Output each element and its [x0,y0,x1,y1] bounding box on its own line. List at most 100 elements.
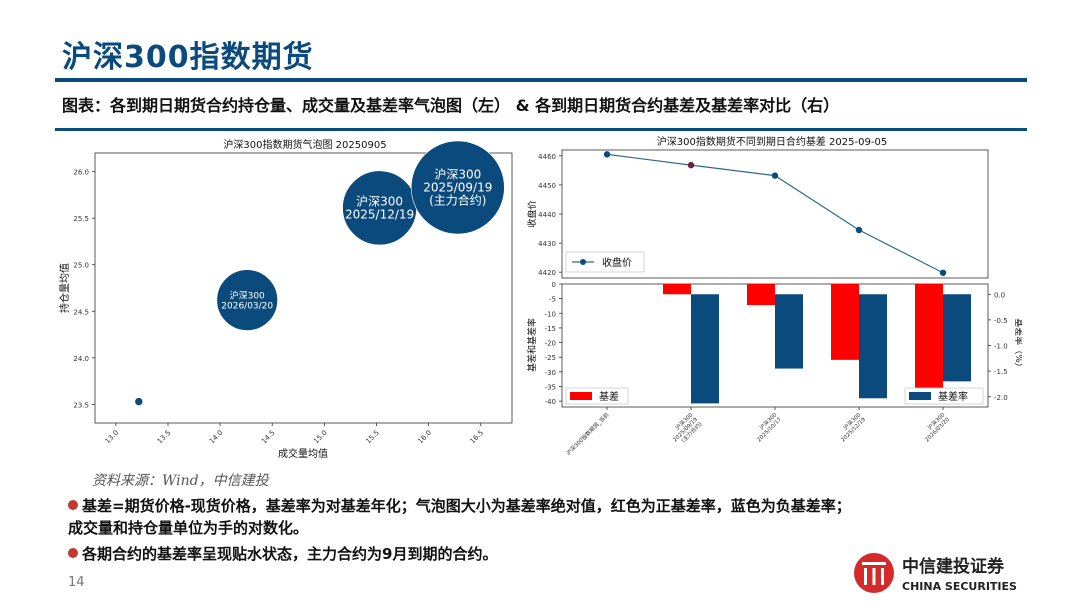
bar-y-tick-label: -15 [545,325,556,333]
bubble-x-tick-label: 15.0 [312,429,329,446]
line-y-axis-label: 收盘价 [526,200,538,227]
close-price-point [939,269,947,276]
basis-rate-bar [691,294,719,404]
basis-rate-bar [775,294,803,369]
bubble-x-tick-label: 15.5 [364,429,381,446]
bubble-x-ticks: 13.0 13.5 14.0 14.5 15.0 15.5 16.0 16.5 [104,423,485,446]
source-note: 资料来源：Wind，中信建投 [92,473,269,489]
line-series [603,151,947,276]
bubble-y-tick-label: 23.5 [73,401,89,409]
figure-caption: 图表：各到期日期货合约持仓量、成交量及基差率气泡图（左） & 各到期日期货合约基… [62,96,840,115]
basis-chart-svg: 沪深300指数期货不同到期日合约基差 2025-09-05 4420443044… [526,135,1025,457]
note-1: 基差=期货价格-现货价格，基差率为对基差年化；气泡图大小为基差率绝对值，红色为正… [68,495,851,539]
close-price-point [855,226,863,234]
line-y-tick-label: 4440 [538,211,556,219]
line-y-tick-label: 4460 [538,153,556,161]
bubble-plot-area [94,152,513,424]
bar-x-tick-label: 沪深300指数期货_当前 [564,410,610,456]
line-y-tick-label: 4450 [538,182,556,190]
bubble-point [410,140,505,235]
basis-bar [831,284,859,360]
line-y-tick-label: 4430 [538,240,556,248]
bar-y2-axis-label: 基差率（%） [1013,318,1022,372]
bubble-x-tick-label: 14.0 [208,429,225,446]
bubble-y-tick-label: 25.5 [73,215,89,223]
bar-y2-tick-label: -1.5 [994,368,1008,376]
basis-rate-bar [859,294,887,399]
note-2-text: 各期合约的基差率呈现贴水状态，主力合约为9月到期的合约。 [82,545,498,563]
basis-chart: 沪深300指数期货不同到期日合约基差 2025-09-05 4420 4430 44… [522,132,1025,467]
bar-legend-rate: 基差率 [904,387,984,405]
bubble-x-tick-label: 16.0 [416,429,433,446]
bubble-x-axis-label: 成交量均值 [278,447,328,460]
bar-x-ticks: 沪深300指数期货_当前 沪深3002025/09/19(主力合约) 沪深30020… [564,407,951,457]
page-title: 沪深300指数期货 [62,40,314,75]
logo-chinese-name: 中信建投证券 [902,556,1005,577]
bar-legend-basis-label: 基差 [599,390,619,403]
page-number: 14 [68,575,85,590]
bar-y-tick-label: -25 [545,354,556,362]
bar-y-tick-label: -20 [545,340,556,348]
bubble-label: 沪深300 2026/03/20 [221,289,273,311]
bubble-x-tick-label: 16.5 [468,429,485,446]
bubbles: 沪深300 2026/03/20 沪深300 2025/12/19 沪深300 2025/… [134,140,505,406]
bubble-y-tick-label: 26.0 [73,169,89,177]
bar-legend-rate-label: 基差率 [938,390,968,403]
note-1-line-1: 基差=期货价格-现货价格，基差率为对基差年化；气泡图大小为基差率绝对值，红色为正… [82,497,851,515]
bar-y-tick-label: -35 [545,384,556,392]
bubble-label: 沪深300 2025/12/19 [345,195,414,222]
logo-english-name: CHINA SECURITIES [902,580,1017,593]
bar-x-tick-label: 沪深3002025/10/17 [750,410,783,443]
bubble-chart-svg: 沪深300指数期货气泡图 20250905 23.5 24.0 24.5 25.0 25… [58,138,513,460]
close-price-point [687,161,695,169]
line-y-ticks: 4420 4430 4440 4450 4460 [538,153,562,277]
bar-x-tick-label: 沪深3002026/03/20 [918,410,951,443]
bar-y-tick-label: -10 [545,310,556,318]
bar-legend-basis: 基差 [565,387,629,405]
close-price-point [771,172,779,179]
line-y-tick-label: 4420 [538,269,556,277]
bullet-icon [68,548,78,558]
bubble-y-ticks: 23.5 24.0 24.5 25.0 25.5 26.0 [73,169,95,409]
bubble-label: 沪深300 2025/09/19 (主力合约) [423,168,492,208]
bubble-x-tick-label: 13.5 [156,429,173,446]
line-chart-title: 沪深300指数期货不同到期日合约基差 2025-09-05 [657,135,887,148]
bar-x-tick-label: 沪深3002025/09/19(主力合约) [666,410,704,448]
bar-right-ticks: 0.0 -0.5 -1.0 -1.5 -2.0 [988,291,1008,402]
note-1-line-2: 成交量和持仓量单位为手的对数化。 [68,519,309,537]
note-2: 各期合约的基差率呈现贴水状态，主力合约为9月到期的合约。 [68,543,497,565]
bar-y-axis-label: 基差和基差率 [526,318,538,372]
bar-y-tick-label: -5 [549,296,556,304]
bubble-chart-title: 沪深300指数期货气泡图 20250905 [223,138,386,151]
caption-divider [55,128,1027,131]
logo-emblem-icon: 中信建投证券 CHINA SECURITIES [854,553,1017,593]
bubble-y-tick-label: 24.0 [73,355,89,363]
bubble-y-tick-label: 24.5 [73,308,89,316]
bubble-y-tick-label: 25.0 [73,262,89,270]
bars [663,284,971,404]
line-legend-label: 收盘价 [602,256,632,269]
bar-y2-tick-label: 0.0 [994,291,1005,299]
close-price-point [603,151,611,158]
bar-y-tick-label: -30 [545,369,556,377]
bar-y2-tick-label: -2.0 [994,394,1008,402]
bar-left-ticks: 0 -5 -10 -15 -20 -25 -30 -35 -40 [545,281,562,406]
line-legend: 收盘价 [565,251,645,273]
bar-y-tick-label: -40 [545,398,556,406]
company-logo: 中信建投证券 CHINA SECURITIES [852,548,1042,598]
bubble-chart: 沪深300指数期货气泡图 20250905 23.5 24.0 24.5 25.0 25… [55,135,520,465]
bubble-point [134,397,144,406]
title-divider [55,78,1027,82]
bar-y2-tick-label: -1.0 [994,343,1008,351]
bar-y-tick-label: 0 [552,281,556,289]
basis-bar [663,284,691,295]
close-price-line [606,153,944,274]
basis-bar [915,284,943,404]
bubble-point [216,269,278,331]
basis-rate-bar [943,294,971,382]
basis-bar [747,284,775,306]
bar-y2-tick-label: -0.5 [994,317,1008,325]
bubble-y-axis-label: 持仓量均值 [58,263,71,313]
bar-x-tick-label: 沪深3002025/12/19 [834,410,867,443]
bullet-icon [68,500,78,510]
